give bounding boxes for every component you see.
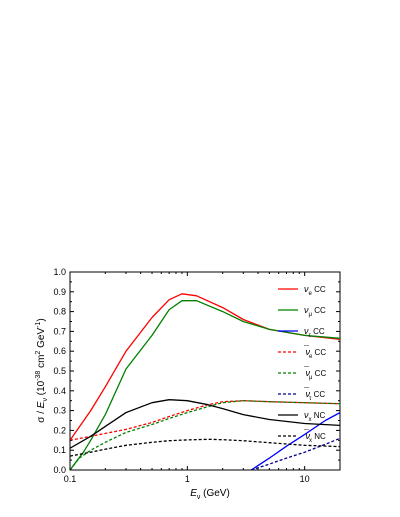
y-tick-label: 0.7 [53,326,66,336]
series-line-1 [70,293,340,441]
legend-label-7: νx NC [304,410,326,423]
y-axis-title: σ / Eν (10-38 cm2 GeV-1) [35,318,49,422]
series-line-5 [70,400,340,470]
y-tick-label: 0.4 [53,386,66,396]
y-tick-label: 0.3 [53,406,66,416]
series-line-2 [70,300,340,470]
y-tick-label: 0.2 [53,425,66,435]
y-tick-label: 0.8 [53,307,66,317]
x-tick-label: 10 [300,474,310,484]
series-layer [70,293,340,470]
y-tick-label: 0.1 [53,445,66,455]
legend-label-8: ν¯x NC [303,428,326,444]
legend-label-4: ν¯e CC [303,344,326,360]
series-line-7 [70,399,340,449]
y-tick-label: 0.6 [53,346,66,356]
x-tick-label: 1 [185,474,190,484]
ticks-layer: 0.00.10.20.30.40.50.60.70.80.91.00.1 1 10 [53,267,341,484]
y-tick-label: 0.5 [53,366,66,376]
legend-label-6: ν¯τ CC [303,386,325,402]
legend-label-5: ν¯μ CC [303,365,326,381]
y-tick-label: 1.0 [53,267,66,277]
legend-label-3: ντ CC [304,326,325,339]
series-line-4 [70,400,340,441]
x-axis-title: Eν (GeV) [190,488,230,501]
legend-label-2: νμ CC [304,305,326,318]
legend: νe CC νμ CC ντ CC ν¯e CC ν¯μ CC ν¯τ CC νx NC ν¯… [278,284,326,444]
series-line-8 [70,438,340,457]
x-tick-label: 0.1 [64,474,77,484]
y-tick-label: 0.0 [53,465,66,475]
legend-label-1: νe CC [304,284,326,297]
series-line-6 [250,437,340,470]
series-line-3 [250,412,340,470]
y-tick-label: 0.9 [53,287,66,297]
